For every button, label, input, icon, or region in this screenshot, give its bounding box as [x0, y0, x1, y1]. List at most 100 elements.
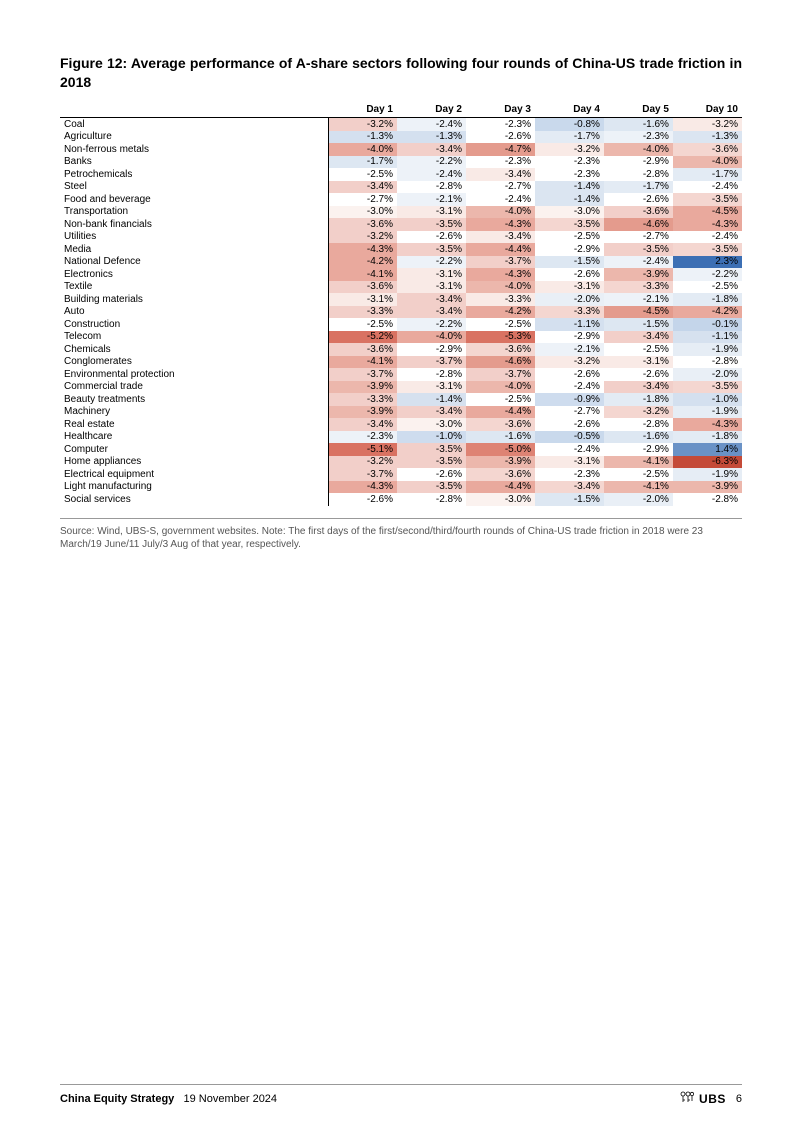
data-cell: -4.0%	[604, 143, 673, 156]
data-cell: -2.3%	[604, 131, 673, 144]
data-cell: -1.6%	[604, 431, 673, 444]
data-cell: -4.0%	[466, 381, 535, 394]
data-cell: -3.1%	[535, 281, 604, 294]
data-cell: -1.5%	[535, 256, 604, 269]
data-cell: 1.4%	[673, 443, 742, 456]
sector-label: Machinery	[60, 406, 328, 419]
table-row: Petrochemicals-2.5%-2.4%-3.4%-2.3%-2.8%-…	[60, 168, 742, 181]
data-cell: -4.1%	[604, 456, 673, 469]
data-cell: -2.9%	[535, 331, 604, 344]
data-cell: -3.5%	[397, 456, 466, 469]
table-row: Auto-3.3%-3.4%-4.2%-3.3%-4.5%-4.2%	[60, 306, 742, 319]
table-row: Banks-1.7%-2.2%-2.3%-2.3%-2.9%-4.0%	[60, 156, 742, 169]
heatmap-table: Day 1Day 2Day 3Day 4Day 5Day 10 Coal-3.2…	[60, 102, 742, 506]
data-cell: -2.6%	[466, 131, 535, 144]
data-cell: -3.2%	[328, 118, 397, 131]
data-cell: -2.3%	[466, 118, 535, 131]
data-cell: -2.5%	[604, 343, 673, 356]
data-cell: -4.2%	[673, 306, 742, 319]
data-cell: -3.9%	[328, 406, 397, 419]
data-cell: -1.8%	[673, 293, 742, 306]
data-cell: -2.4%	[535, 381, 604, 394]
sector-label: Telecom	[60, 331, 328, 344]
data-cell: -2.0%	[604, 493, 673, 506]
ubs-logo: UBS	[680, 1091, 726, 1106]
data-cell: -1.6%	[604, 118, 673, 131]
data-cell: -4.3%	[673, 218, 742, 231]
table-row: Environmental protection-3.7%-2.8%-3.7%-…	[60, 368, 742, 381]
data-cell: -3.9%	[466, 456, 535, 469]
data-cell: -1.7%	[535, 131, 604, 144]
sector-label: Banks	[60, 156, 328, 169]
data-cell: -0.8%	[535, 118, 604, 131]
sector-label: Steel	[60, 181, 328, 194]
table-row: Chemicals-3.6%-2.9%-3.6%-2.1%-2.5%-1.9%	[60, 343, 742, 356]
data-cell: -2.5%	[328, 318, 397, 331]
data-cell: -3.6%	[328, 343, 397, 356]
table-row: Media-4.3%-3.5%-4.4%-2.9%-3.5%-3.5%	[60, 243, 742, 256]
col-header: Day 5	[604, 102, 673, 118]
data-cell: -2.4%	[397, 168, 466, 181]
sector-label: Transportation	[60, 206, 328, 219]
data-cell: -2.0%	[673, 368, 742, 381]
data-cell: -3.3%	[466, 293, 535, 306]
table-row: Home appliances-3.2%-3.5%-3.9%-3.1%-4.1%…	[60, 456, 742, 469]
data-cell: -3.5%	[397, 243, 466, 256]
data-cell: -3.9%	[328, 381, 397, 394]
data-cell: -2.6%	[535, 268, 604, 281]
col-header: Day 3	[466, 102, 535, 118]
col-header: Day 1	[328, 102, 397, 118]
data-cell: -1.8%	[604, 393, 673, 406]
data-cell: -3.4%	[397, 406, 466, 419]
sector-label: Construction	[60, 318, 328, 331]
data-cell: -2.6%	[535, 368, 604, 381]
data-cell: -1.0%	[673, 393, 742, 406]
data-cell: -2.0%	[535, 293, 604, 306]
data-cell: -2.1%	[604, 293, 673, 306]
sector-label: Computer	[60, 443, 328, 456]
data-cell: -1.3%	[673, 131, 742, 144]
data-cell: -5.1%	[328, 443, 397, 456]
data-cell: -2.8%	[397, 368, 466, 381]
col-header: Day 4	[535, 102, 604, 118]
sector-label: Utilities	[60, 231, 328, 244]
data-cell: -1.5%	[604, 318, 673, 331]
table-row: Non-bank financials-3.6%-3.5%-4.3%-3.5%-…	[60, 218, 742, 231]
sector-label: Media	[60, 243, 328, 256]
data-cell: -3.5%	[397, 218, 466, 231]
table-row: Coal-3.2%-2.4%-2.3%-0.8%-1.6%-3.2%	[60, 118, 742, 131]
data-cell: -2.4%	[397, 118, 466, 131]
data-cell: -4.5%	[673, 206, 742, 219]
table-row: Social services-2.6%-2.8%-3.0%-1.5%-2.0%…	[60, 493, 742, 506]
data-cell: -4.4%	[466, 243, 535, 256]
sector-label: Non-bank financials	[60, 218, 328, 231]
data-cell: -4.3%	[466, 268, 535, 281]
footer-right: UBS 6	[680, 1091, 742, 1106]
data-cell: -3.4%	[604, 381, 673, 394]
data-cell: -2.5%	[328, 168, 397, 181]
data-cell: -3.4%	[397, 143, 466, 156]
data-cell: -2.2%	[673, 268, 742, 281]
data-cell: -1.1%	[673, 331, 742, 344]
data-cell: -4.7%	[466, 143, 535, 156]
data-cell: -2.8%	[673, 356, 742, 369]
data-cell: -3.4%	[535, 481, 604, 494]
table-row: Electronics-4.1%-3.1%-4.3%-2.6%-3.9%-2.2…	[60, 268, 742, 281]
data-cell: -2.4%	[535, 443, 604, 456]
data-cell: -5.2%	[328, 331, 397, 344]
data-cell: -3.0%	[535, 206, 604, 219]
col-header: Day 10	[673, 102, 742, 118]
data-cell: -3.4%	[604, 331, 673, 344]
sector-label: Non-ferrous metals	[60, 143, 328, 156]
data-cell: -3.1%	[397, 381, 466, 394]
data-cell: -3.2%	[604, 406, 673, 419]
data-cell: -3.7%	[328, 368, 397, 381]
col-header: Day 2	[397, 102, 466, 118]
data-cell: -3.3%	[328, 393, 397, 406]
sector-label: Conglomerates	[60, 356, 328, 369]
data-cell: -3.4%	[397, 293, 466, 306]
data-cell: -3.5%	[397, 481, 466, 494]
data-cell: -3.9%	[604, 268, 673, 281]
data-cell: -4.4%	[466, 406, 535, 419]
data-cell: -1.4%	[535, 181, 604, 194]
